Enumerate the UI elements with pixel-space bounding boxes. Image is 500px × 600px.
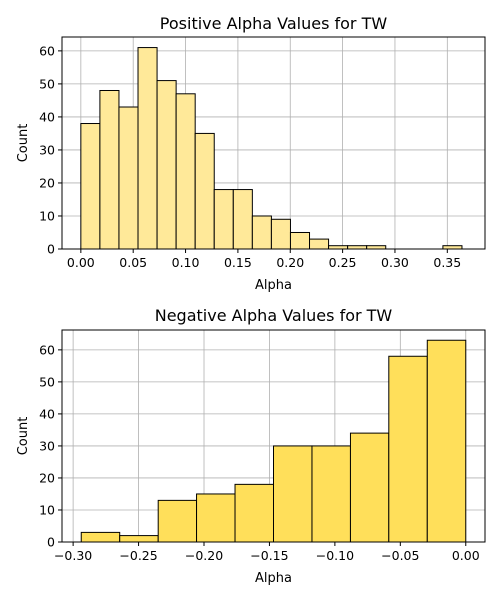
histogram-bar <box>270 218 291 250</box>
histogram-bar <box>309 238 330 250</box>
histogram-bar <box>194 132 215 250</box>
histogram-bar <box>426 339 467 543</box>
x-tick-label: −0.15 <box>250 548 288 563</box>
x-tick-label: −0.05 <box>381 548 419 563</box>
y-tick-label: 50 <box>39 76 55 91</box>
y-tick-label: 0 <box>47 242 55 257</box>
x-tick-label: 0.25 <box>329 255 357 270</box>
histogram-bar <box>289 231 311 250</box>
histogram-bar <box>196 493 236 543</box>
histogram-bar <box>273 445 313 543</box>
x-tick-label: 0.15 <box>224 255 252 270</box>
histogram-bar <box>251 215 272 250</box>
histogram-bar <box>157 499 198 543</box>
plot-frame <box>61 36 486 250</box>
chart-title: Positive Alpha Values for TW <box>160 14 388 33</box>
y-tick-label: 50 <box>39 374 55 389</box>
y-tick-label: 30 <box>39 142 55 157</box>
x-tick-label: 0.30 <box>381 255 409 270</box>
negative-alpha-histogram: Negative Alpha Values for TW Alpha Count… <box>16 306 486 586</box>
y-tick-label: 60 <box>39 342 55 357</box>
histogram-bar <box>213 189 234 250</box>
histogram-bar <box>311 445 351 543</box>
histogram-bar <box>175 93 196 250</box>
histogram-bar <box>156 80 177 250</box>
x-tick-label: −0.25 <box>119 548 157 563</box>
y-tick-label: 0 <box>47 535 55 550</box>
histogram-bar <box>234 483 274 543</box>
x-tick-label: 0.10 <box>172 255 200 270</box>
histogram-bar <box>119 535 159 543</box>
y-tick-label: 30 <box>39 438 55 453</box>
x-axis-label: Alpha <box>255 571 292 586</box>
histogram-bar <box>80 123 101 250</box>
histogram-bar <box>118 106 139 250</box>
positive-alpha-histogram: Positive Alpha Values for TW Alpha Count… <box>16 14 486 293</box>
x-tick-label: 0.00 <box>67 255 95 270</box>
y-axis-label: Count <box>16 417 31 456</box>
histogram-bar <box>137 47 158 250</box>
histogram-bar <box>349 432 390 543</box>
y-tick-label: 40 <box>39 406 55 421</box>
histogram-bar <box>99 89 120 250</box>
y-tick-label: 60 <box>39 43 55 58</box>
x-tick-label: 0.20 <box>276 255 304 270</box>
x-axis-label: Alpha <box>255 278 292 293</box>
y-tick-label: 20 <box>39 175 55 190</box>
chart-title: Negative Alpha Values for TW <box>155 306 393 325</box>
histogram-bar <box>80 531 121 543</box>
x-tick-label: 0.35 <box>433 255 461 270</box>
plot-frame <box>61 329 486 543</box>
histogram-bar <box>232 189 253 250</box>
x-tick-label: −0.10 <box>316 548 354 563</box>
x-tick-label: 0.00 <box>452 548 480 563</box>
y-tick-label: 40 <box>39 109 55 124</box>
y-tick-label: 10 <box>39 208 55 223</box>
x-tick-label: −0.30 <box>54 548 92 563</box>
y-tick-label: 10 <box>39 502 55 517</box>
y-axis-label: Count <box>16 124 31 163</box>
x-tick-label: −0.20 <box>185 548 223 563</box>
histogram-bar <box>388 355 428 543</box>
x-tick-label: 0.05 <box>119 255 147 270</box>
y-tick-label: 20 <box>39 470 55 485</box>
